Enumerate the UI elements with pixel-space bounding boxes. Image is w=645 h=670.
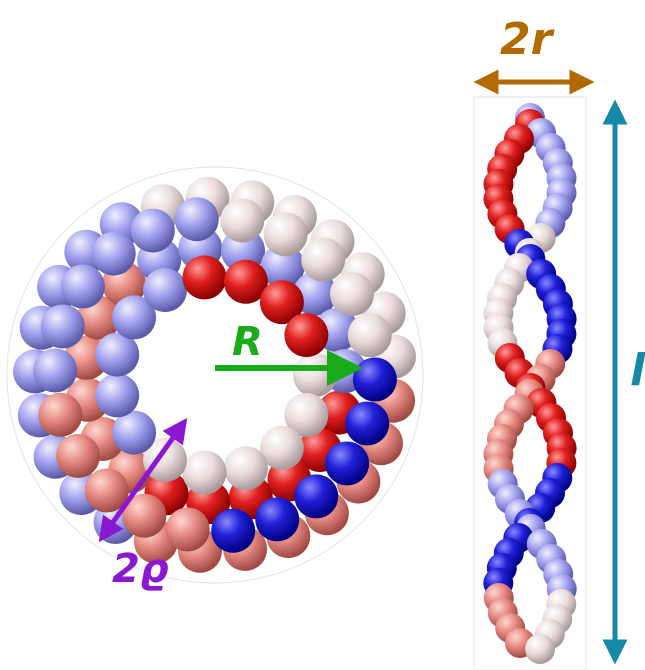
length-label: l bbox=[630, 345, 645, 396]
sphere bbox=[56, 433, 100, 478]
sphere bbox=[293, 271, 338, 316]
sphere bbox=[95, 373, 140, 418]
diameter-label: 2r bbox=[500, 14, 555, 65]
sphere bbox=[143, 268, 187, 313]
sphere bbox=[301, 237, 346, 282]
tube-label: 2ϱ bbox=[112, 546, 169, 592]
sphere bbox=[352, 357, 397, 402]
sphere bbox=[33, 348, 78, 393]
rod-outline bbox=[473, 96, 587, 670]
rod bbox=[483, 103, 577, 664]
sphere bbox=[40, 304, 85, 349]
sphere bbox=[294, 474, 339, 519]
sphere bbox=[38, 392, 83, 437]
sphere bbox=[91, 231, 136, 276]
sphere bbox=[263, 212, 308, 257]
sphere bbox=[223, 446, 268, 491]
sphere bbox=[325, 441, 370, 486]
torus bbox=[13, 176, 416, 573]
sphere bbox=[95, 332, 140, 377]
sphere bbox=[259, 425, 304, 470]
tube-arrow bbox=[98, 417, 188, 543]
sphere bbox=[284, 392, 329, 437]
sphere bbox=[174, 197, 219, 242]
sphere bbox=[255, 497, 300, 542]
sphere bbox=[330, 272, 374, 317]
sphere bbox=[260, 244, 305, 289]
sphere bbox=[223, 259, 268, 304]
sphere bbox=[284, 313, 329, 358]
sphere bbox=[165, 507, 210, 552]
sphere bbox=[182, 255, 227, 300]
sphere bbox=[182, 450, 227, 495]
sphere bbox=[345, 401, 390, 446]
sphere bbox=[293, 353, 337, 397]
sphere bbox=[112, 295, 157, 340]
sphere bbox=[525, 634, 555, 664]
sphere bbox=[60, 264, 105, 309]
sphere bbox=[347, 313, 392, 358]
sphere bbox=[130, 208, 175, 253]
sphere bbox=[211, 508, 256, 553]
sphere bbox=[259, 280, 304, 325]
sphere bbox=[220, 198, 265, 243]
torus-outline bbox=[6, 166, 424, 584]
radius-label: R bbox=[232, 319, 263, 365]
